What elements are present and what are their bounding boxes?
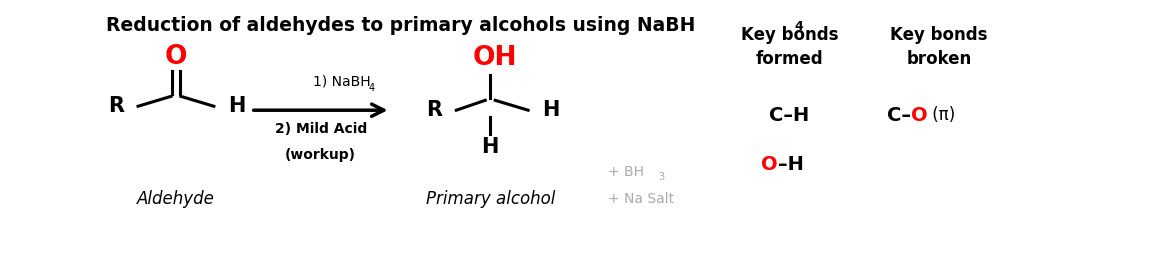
Text: R: R [426,100,443,120]
Text: H: H [481,137,499,157]
Text: 3: 3 [658,172,663,183]
Text: C–H: C–H [770,106,809,125]
Text: + BH: + BH [607,165,644,179]
Text: 4: 4 [369,83,375,93]
Text: Reduction of aldehydes to primary alcohols using NaBH: Reduction of aldehydes to primary alcoho… [106,16,695,35]
Text: –H: –H [778,155,804,174]
Text: 2) Mild Acid: 2) Mild Acid [274,122,367,136]
Text: (workup): (workup) [285,148,356,162]
Text: 1) NaBH: 1) NaBH [313,74,370,88]
Text: 4: 4 [794,20,804,33]
Text: H: H [542,100,559,120]
Text: O: O [165,44,187,70]
Text: Primary alcohol: Primary alcohol [425,190,555,208]
Text: O: O [911,106,927,125]
Text: O: O [760,155,778,174]
Text: + Na Salt: + Na Salt [607,192,674,206]
Text: C–: C– [888,106,911,125]
Text: R: R [109,96,124,116]
Text: OH: OH [473,45,517,71]
Text: Key bonds
formed: Key bonds formed [741,26,839,68]
Text: Key bonds
broken: Key bonds broken [890,26,988,68]
Text: (π): (π) [927,106,955,124]
Text: Aldehyde: Aldehyde [137,190,215,208]
Text: H: H [228,96,245,116]
